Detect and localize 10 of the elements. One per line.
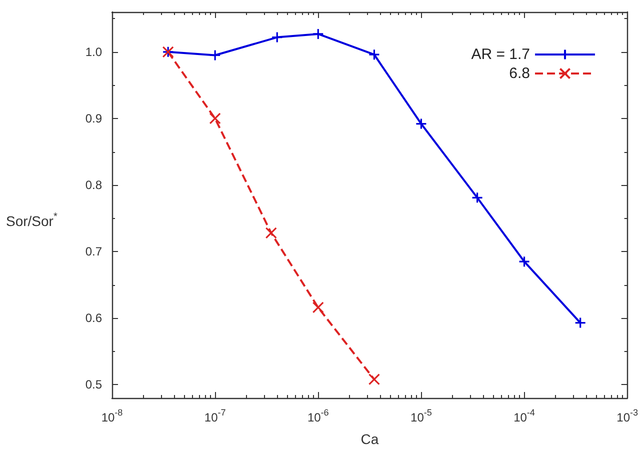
y-tick-label: 0.7: [85, 244, 102, 259]
y-tick-label: 0.8: [85, 178, 102, 192]
legend-label: AR = 1.7: [471, 46, 530, 63]
y-tick-label: 0.6: [85, 311, 102, 326]
y-tick-label: 0.5: [85, 378, 102, 392]
legend-label: 6.8: [509, 65, 530, 82]
x-axis-title: Ca: [360, 431, 379, 447]
y-axis-title: Sor/Sor*: [6, 212, 58, 229]
y-tick-label: 1.0: [85, 44, 102, 59]
y-tick-label: 0.9: [85, 111, 102, 126]
